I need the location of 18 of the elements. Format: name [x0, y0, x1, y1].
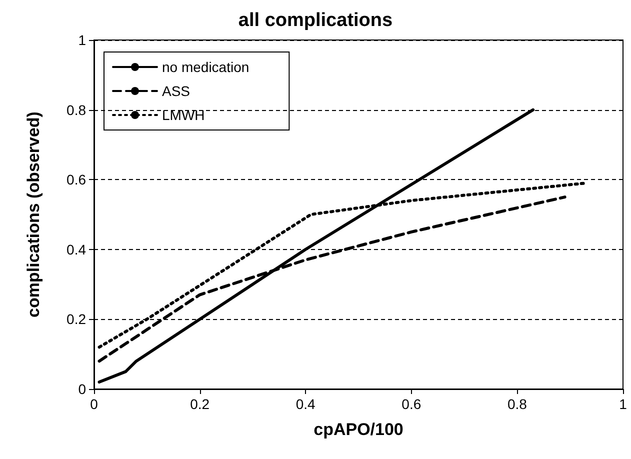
- legend-label: ASS: [162, 83, 190, 99]
- x-tick-label: 0.8: [507, 396, 528, 412]
- x-tick-label: 0.2: [190, 396, 210, 412]
- legend-label: LMWH: [162, 107, 205, 123]
- y-tick-label: 0.8: [66, 102, 86, 118]
- legend-label: no medication: [162, 59, 250, 75]
- x-tick-label: 0.4: [296, 396, 316, 412]
- x-tick-label: 1: [619, 396, 628, 412]
- y-axis-title: complications (observed): [24, 112, 43, 318]
- chart-title: all complications: [238, 10, 393, 31]
- x-axis-title: cpAPO/100: [314, 420, 404, 439]
- y-tick-label: 1: [78, 32, 86, 48]
- y-tick-label: 0: [78, 381, 86, 397]
- y-tick-label: 0.4: [66, 241, 86, 258]
- y-tick-label: 0.2: [66, 311, 86, 328]
- x-tick-label: 0: [90, 396, 98, 412]
- y-tick-label: 0.6: [66, 172, 86, 188]
- x-tick-label: 0.6: [402, 396, 422, 412]
